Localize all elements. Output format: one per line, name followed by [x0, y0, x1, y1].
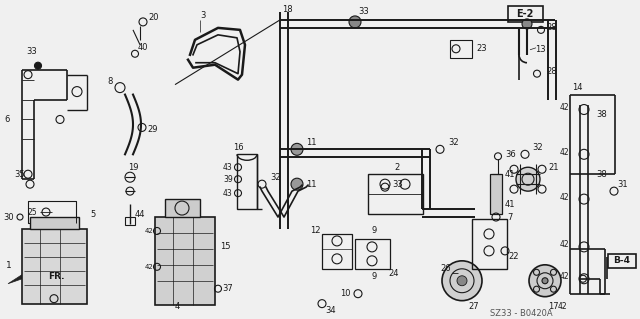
Bar	[472, 219, 507, 269]
Text: 33: 33	[358, 7, 369, 17]
Bar	[490, 174, 502, 214]
Text: 40: 40	[138, 43, 148, 52]
Bar	[30, 217, 79, 229]
Text: 19: 19	[128, 163, 138, 172]
Bar	[508, 6, 543, 22]
Text: 10: 10	[340, 289, 351, 298]
Text: FR.: FR.	[48, 272, 65, 281]
Circle shape	[35, 62, 42, 69]
Text: 42: 42	[560, 241, 570, 249]
Text: 35: 35	[14, 170, 24, 179]
Circle shape	[542, 278, 548, 284]
Text: 36: 36	[505, 150, 516, 159]
Text: 1: 1	[6, 261, 12, 270]
Text: 41: 41	[505, 200, 515, 209]
Text: 3: 3	[200, 11, 205, 20]
Text: 24: 24	[388, 269, 399, 278]
Bar	[165, 199, 200, 217]
Bar	[450, 40, 472, 58]
Text: 2: 2	[394, 163, 399, 172]
Text: 42: 42	[560, 193, 570, 202]
Text: 31: 31	[617, 180, 628, 189]
Text: 16: 16	[233, 143, 244, 152]
Text: 43: 43	[223, 163, 233, 172]
Text: 38: 38	[596, 170, 607, 179]
Text: B-4: B-4	[614, 256, 630, 265]
Bar	[608, 254, 636, 268]
Text: 42: 42	[558, 302, 568, 311]
Text: 34: 34	[325, 306, 335, 315]
Text: 42: 42	[145, 264, 154, 270]
Text: 26: 26	[440, 264, 451, 273]
Bar	[155, 217, 215, 305]
Text: 12: 12	[310, 226, 321, 235]
Text: 39: 39	[223, 175, 233, 184]
Text: 11: 11	[306, 180, 317, 189]
Circle shape	[291, 143, 303, 155]
Text: 23: 23	[476, 44, 486, 53]
Text: 5: 5	[90, 210, 95, 219]
Bar	[28, 201, 76, 223]
Text: 38: 38	[596, 110, 607, 119]
Text: 33: 33	[392, 180, 403, 189]
Text: 21: 21	[548, 163, 559, 172]
Text: 30: 30	[3, 212, 13, 221]
Text: 33: 33	[26, 47, 36, 56]
Text: 43: 43	[223, 189, 233, 198]
Text: 32: 32	[448, 138, 459, 147]
Text: 14: 14	[572, 83, 582, 92]
Text: 4: 4	[175, 302, 180, 311]
Text: 37: 37	[222, 284, 233, 293]
Text: 13: 13	[535, 45, 546, 54]
Text: 42: 42	[560, 103, 570, 112]
Text: 29: 29	[147, 125, 157, 134]
Text: 42: 42	[560, 148, 570, 157]
Text: 27: 27	[468, 302, 479, 311]
Polygon shape	[8, 264, 45, 284]
Text: SZ33 - B0420A: SZ33 - B0420A	[490, 309, 552, 318]
Text: 20: 20	[148, 13, 159, 22]
Circle shape	[516, 167, 540, 191]
Bar	[22, 229, 87, 304]
Text: 32: 32	[532, 143, 543, 152]
Bar	[125, 217, 135, 225]
Text: 17: 17	[548, 302, 559, 311]
Text: 44: 44	[135, 210, 145, 219]
Text: 41: 41	[505, 170, 515, 179]
Circle shape	[522, 19, 532, 29]
Circle shape	[529, 265, 561, 297]
Circle shape	[457, 276, 467, 286]
Text: 9: 9	[372, 272, 377, 281]
Bar	[368, 174, 423, 214]
Text: 9: 9	[372, 226, 377, 235]
Text: 15: 15	[220, 242, 230, 251]
Text: 11: 11	[306, 138, 317, 147]
Text: 28: 28	[546, 23, 557, 32]
Text: 6: 6	[4, 115, 10, 124]
Bar	[355, 239, 390, 269]
Text: 25: 25	[28, 208, 38, 217]
Circle shape	[442, 261, 482, 300]
Text: 7: 7	[507, 212, 513, 221]
Text: 32: 32	[270, 173, 280, 182]
Text: E-2: E-2	[516, 9, 534, 19]
Circle shape	[349, 16, 361, 28]
Circle shape	[291, 178, 303, 190]
Bar	[237, 154, 257, 209]
Text: 8: 8	[107, 77, 113, 86]
Text: 42: 42	[145, 228, 154, 234]
Bar	[322, 234, 352, 269]
Text: 18: 18	[282, 5, 292, 14]
Text: 22: 22	[508, 252, 518, 261]
Text: 42: 42	[560, 272, 570, 281]
Text: 28: 28	[546, 67, 557, 76]
